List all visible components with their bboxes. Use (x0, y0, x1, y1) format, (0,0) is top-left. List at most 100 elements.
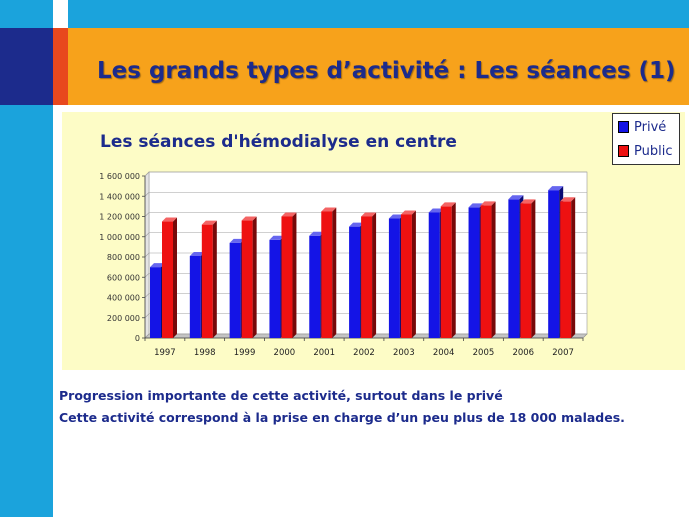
y-tick-label: 400 000 (107, 294, 140, 303)
x-tick-label: 1998 (194, 348, 216, 358)
legend-swatch-prive (618, 120, 629, 133)
bar-top (162, 217, 177, 222)
legend-label-prive: Privé (634, 120, 667, 135)
bar-public-2006 (520, 199, 536, 338)
bar-front (468, 207, 480, 338)
x-tick-label: 2003 (393, 348, 415, 358)
legend-label-public: Public (634, 144, 673, 159)
bar-top (468, 203, 484, 208)
bar-front (189, 255, 201, 338)
bar-side (332, 207, 337, 338)
bar-top (349, 222, 365, 227)
bar-front (440, 206, 452, 338)
bar-top (281, 212, 297, 217)
bar-chart: 0 200 000 400 000 600 000 800 000 1 000 000 1 … (99, 171, 588, 358)
bar-top (480, 201, 496, 206)
bar-top (388, 214, 404, 219)
legend-item-prive: Privé (613, 116, 679, 140)
bar-public-2002 (361, 212, 377, 338)
note-line-1: Progression importante de cette activité… (59, 388, 503, 403)
bar-front (150, 267, 161, 338)
bar-front (162, 221, 173, 338)
bar-top (201, 220, 217, 225)
bar-side (411, 210, 416, 338)
bar-public-2005 (480, 201, 496, 338)
bar-side (451, 202, 456, 338)
chart-legend: Privé Public (612, 113, 680, 165)
bar-side (491, 201, 496, 338)
bar-public-1998 (201, 220, 217, 338)
bar-public-2007 (560, 197, 576, 338)
x-tick-label: 2000 (274, 348, 296, 358)
bar-top (428, 208, 444, 213)
bar-front (321, 211, 333, 338)
y-tick-label: 1 200 000 (99, 213, 140, 222)
bar-front (241, 220, 253, 338)
gridline (144, 171, 587, 177)
bar-top (150, 263, 165, 268)
bar-front (508, 199, 520, 338)
bar-top (440, 202, 456, 207)
bar-side (212, 220, 217, 338)
y-tick-label: 800 000 (107, 253, 140, 262)
bar-top (548, 186, 564, 191)
bar-top (560, 197, 576, 202)
legend-swatch-public (618, 144, 629, 157)
slide-notes: Progression importante de cette activité… (59, 385, 625, 429)
bar-side (372, 212, 377, 338)
x-tick-label: 2004 (433, 348, 455, 358)
bar-front (388, 218, 400, 338)
left-column-bar (0, 105, 53, 517)
bar-public-2001 (321, 207, 337, 338)
bar-top (508, 195, 524, 200)
bar-public-2000 (281, 212, 297, 338)
y-tick-label: 200 000 (107, 314, 140, 323)
bar-side (252, 216, 257, 338)
title-block (0, 28, 53, 105)
x-tick-label: 1997 (154, 348, 176, 358)
bar-side (292, 212, 297, 338)
note-line-2: Cette activité correspond à la prise en … (59, 410, 625, 425)
bar-public-1999 (241, 216, 257, 338)
bar-side (571, 197, 576, 338)
bar-side (531, 199, 536, 338)
bar-front (229, 242, 241, 338)
bar-front (269, 239, 281, 338)
bar-front (548, 190, 560, 338)
bar-top (321, 207, 337, 212)
bar-top (520, 199, 536, 204)
bar-top (361, 212, 377, 217)
x-tick-label: 2005 (473, 348, 495, 358)
y-tick-label: 600 000 (107, 273, 140, 282)
bar-front (281, 216, 293, 338)
chart-title: Les séances d'hémodialyse en centre (100, 132, 457, 152)
gridline (144, 191, 587, 197)
legend-item-public: Public (613, 140, 679, 164)
bar-public-2003 (400, 210, 416, 338)
bar-top (269, 235, 285, 240)
bar-side (173, 217, 177, 338)
bar-front (400, 214, 412, 338)
bar-front (480, 205, 492, 338)
x-tick-label: 2001 (313, 348, 335, 358)
x-tick-label: 2007 (552, 348, 574, 358)
bar-front (349, 226, 361, 338)
bar-public-2004 (440, 202, 456, 338)
bar-top (400, 210, 416, 215)
bar-front (520, 203, 532, 338)
bar-top (241, 216, 257, 221)
bar-top (309, 231, 325, 236)
y-tick-label: 1 600 000 (99, 172, 140, 181)
top-strip-right (68, 0, 689, 28)
y-tick-label: 1 400 000 (99, 192, 140, 201)
bar-front (428, 212, 440, 338)
bar-front (201, 224, 213, 338)
bar-top (189, 251, 205, 256)
bar-front (309, 235, 321, 338)
x-tick-label: 1999 (234, 348, 256, 358)
y-tick-label: 0 (135, 334, 140, 343)
title-band: Les grands types d’activité : Les séance… (68, 28, 689, 105)
slide-title: Les grands types d’activité : Les séance… (97, 58, 676, 84)
chart-panel: 0 200 000 400 000 600 000 800 000 1 000 000 1 … (62, 112, 685, 370)
